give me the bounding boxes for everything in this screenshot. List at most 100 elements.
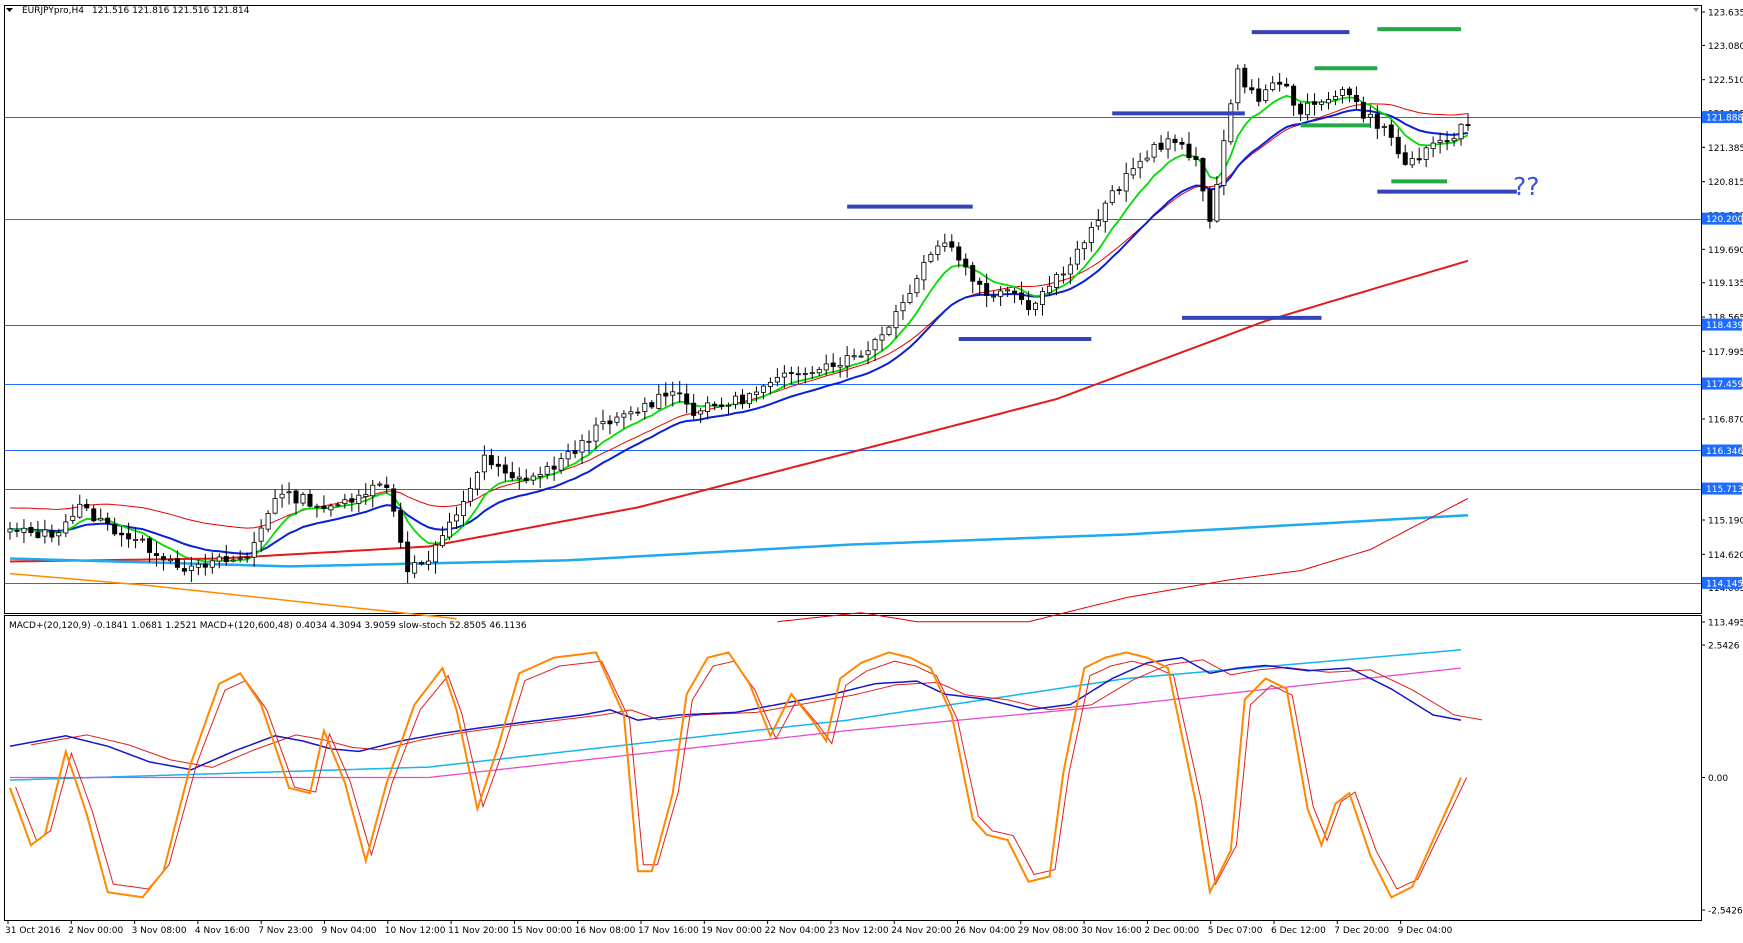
bull-candle-body (412, 562, 418, 574)
bear-candle-body (649, 402, 655, 408)
candle (84, 498, 90, 511)
bull-candle-body (195, 563, 201, 568)
bear-candle-body (405, 541, 411, 573)
candle (802, 367, 808, 384)
macd-long-signal-line (9, 649, 1462, 781)
bull-candle-body (1046, 285, 1052, 294)
bull-candle-body (726, 404, 732, 407)
bull-candle-body (544, 466, 550, 475)
cyan-ma-line (9, 513, 1469, 568)
bull-candle-body (900, 302, 906, 312)
candle (1158, 135, 1164, 153)
candle (77, 494, 83, 519)
candle (614, 412, 620, 426)
candle (1409, 151, 1415, 169)
bull-candle-body (440, 535, 446, 547)
bull-candle-body (1060, 273, 1066, 276)
candle (914, 274, 920, 298)
candle (795, 366, 801, 385)
bull-candle-body (133, 538, 139, 541)
bear-candle-body (202, 563, 208, 568)
bull-candle-body (516, 476, 522, 479)
candle (698, 407, 704, 424)
candle (147, 536, 153, 563)
candle (447, 512, 452, 541)
bull-candle-body (474, 472, 480, 490)
bull-candle-body (907, 293, 913, 303)
candle (286, 482, 292, 505)
bear-candle-body (1346, 88, 1352, 96)
bull-candle-body (467, 487, 473, 502)
bull-candle-body (328, 505, 334, 511)
candle (1298, 102, 1304, 121)
bear-candle-body (1186, 143, 1192, 159)
macd-indicator-label: MACD+(20,120,9) -0.1841 1.0681 1.2521 MA… (9, 621, 527, 631)
bear-candle-body (126, 533, 132, 540)
candle (900, 294, 906, 320)
bull-candle-body (530, 475, 536, 481)
macd-long-main-line (10, 667, 1462, 779)
bull-candle-body (1263, 89, 1269, 101)
candle (321, 495, 327, 513)
bull-candle-body (1109, 190, 1115, 203)
candle (1151, 141, 1157, 163)
candle (209, 552, 215, 574)
candle (628, 406, 634, 421)
candle (1256, 77, 1262, 107)
candle (1137, 152, 1143, 179)
bear-candle-body (712, 403, 718, 407)
candle (467, 477, 473, 507)
bear-candle-body (1277, 81, 1283, 85)
bull-candle-body (1270, 82, 1276, 90)
bull-candle-body (167, 559, 173, 562)
bull-candle-body (851, 355, 857, 358)
candle (809, 366, 815, 379)
candle (7, 521, 13, 540)
bull-candle-body (1409, 158, 1415, 166)
time-tick-label: 2 Dec 00:00 (1144, 926, 1199, 936)
bull-candle-body (1067, 264, 1073, 275)
time-tick-label: 7 Dec 20:00 (1334, 926, 1389, 936)
candle (1179, 137, 1185, 150)
bear-candle-body (1026, 300, 1032, 311)
price-tick-label: 121.385 (1708, 144, 1743, 154)
time-tick-label: 30 Nov 16:00 (1081, 926, 1142, 936)
bull-candle-body (746, 393, 752, 405)
triangle-down-icon[interactable] (6, 8, 13, 12)
candles (7, 63, 1471, 584)
time-tick-label: 19 Nov 00:00 (701, 926, 762, 936)
bull-candle-body (447, 521, 452, 538)
bull-candle-body (705, 402, 711, 412)
bear-candle-body (35, 531, 41, 538)
candle (1339, 86, 1345, 104)
candle (202, 553, 208, 576)
bear-candle-body (244, 556, 250, 559)
candle (726, 402, 732, 415)
candle (858, 350, 864, 358)
candle (523, 468, 529, 484)
level-price-tag-label: 115.713 (1706, 485, 1743, 495)
bear-candle-body (1353, 94, 1359, 102)
bull-candle-body (1458, 123, 1464, 140)
bear-candle-body (977, 280, 983, 285)
macd-main-line (9, 656, 1462, 771)
candle (1088, 221, 1094, 252)
candle (823, 354, 829, 376)
candle (251, 531, 257, 567)
bull-candle-body (656, 393, 662, 409)
candle (98, 508, 104, 522)
candle (1430, 136, 1436, 158)
bull-candle-body (1033, 302, 1038, 310)
candle (558, 452, 564, 474)
bull-candle-body (377, 483, 383, 486)
time-tick-label: 15 Nov 00:00 (511, 926, 572, 936)
candle (844, 346, 850, 378)
candle (279, 484, 285, 508)
candle (370, 479, 376, 508)
candle (14, 522, 20, 538)
bull-candle-body (879, 334, 885, 341)
candle (691, 393, 697, 420)
candle (342, 493, 348, 509)
bull-candle-body (1221, 140, 1227, 186)
question-annotation: ?? (1513, 172, 1540, 201)
